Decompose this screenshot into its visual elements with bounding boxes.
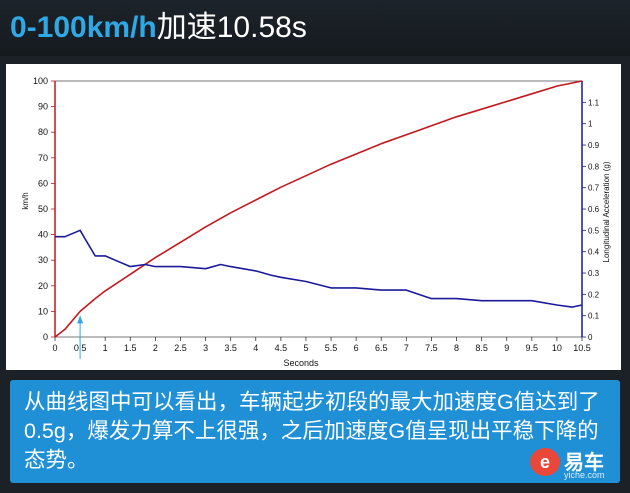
y-right-tick-label: 0: [588, 333, 593, 342]
x-tick-label: 5: [303, 343, 308, 353]
axes-layer: 0 0.5 1 1.5 2 2.5 3 3.5 4 4.5 5 5.5 6 6.5 7 7.5 8 8.5 9 9.5…: [33, 76, 600, 353]
y-left-tick-label: 30: [38, 255, 48, 265]
logo-mark-icon: e: [530, 448, 560, 476]
y-left-tick-label: 60: [38, 178, 48, 188]
title-main: 0-100km/h: [10, 11, 157, 44]
x-tick-label: 1: [103, 343, 108, 353]
y-left-tick-label: 0: [43, 332, 48, 342]
chart-panel: 0 0.5 1 1.5 2 2.5 3 3.5 4 4.5 5 5.5 6 6.5 7 7.5 8 8.5 9 9.5…: [6, 64, 621, 370]
y-right-tick-label: 0.4: [588, 248, 600, 257]
x-tick-label: 8.5: [475, 343, 488, 353]
y-right-tick-label: 0.8: [588, 162, 600, 171]
x-tick-label: 5.5: [325, 343, 338, 353]
x-tick-label: 6: [354, 343, 359, 353]
acceleration-chart: 0 0.5 1 1.5 2 2.5 3 3.5 4 4.5 5 5.5 6 6.5 7 7.5 8 8.5 9 9.5…: [21, 76, 611, 368]
y-left-tick-label: 40: [38, 230, 48, 240]
y-left-tick-label: 70: [38, 153, 48, 163]
y-left-tick-label: 10: [38, 306, 48, 316]
x-tick-label: 9.5: [526, 343, 539, 353]
y-right-tick-label: 0.2: [588, 290, 600, 299]
header-bar: 0-100km/h加速10.58s: [0, 0, 630, 56]
x-tick-label: 7.5: [425, 343, 438, 353]
y-right-tick-label: 1: [588, 120, 593, 129]
x-tick-label: 9: [504, 343, 509, 353]
y-left-tick-label: 20: [38, 281, 48, 291]
y-left-tick-label: 50: [38, 204, 48, 214]
x-tick-label: 3: [203, 343, 208, 353]
y-right-axis-label: Longitudinal Acceleration (g): [602, 161, 611, 262]
x-tick-label: 6.5: [375, 343, 388, 353]
title-rest: 加速10.58s: [156, 11, 307, 44]
x-tick-label: 4: [253, 343, 258, 353]
logo-brand: 易车: [564, 452, 604, 474]
caption-box: 从曲线图中可以看出，车辆起步初段的最大加速度G值达到了0.5g，爆发力算不上很强…: [10, 380, 620, 483]
series-layer: [54, 80, 583, 359]
x-tick-label: 2.5: [174, 343, 187, 353]
yiche-logo: e 易车 yiche.com: [530, 446, 622, 482]
x-tick-label: 0: [52, 343, 57, 353]
y-right-tick-label: 0.9: [588, 141, 600, 150]
x-tick-label: 10.5: [573, 343, 591, 353]
page-title: 0-100km/h加速10.58s: [10, 6, 307, 50]
y-right-tick-label: 1.1: [588, 98, 600, 107]
y-left-axis-label: km/h: [21, 192, 30, 209]
x-tick-label: 7: [404, 343, 409, 353]
x-tick-label: 8: [454, 343, 459, 353]
y-left-tick-label: 90: [38, 102, 48, 112]
y-right-tick-label: 0.3: [588, 269, 600, 278]
caption-text: 从曲线图中可以看出，车辆起步初段的最大加速度G值达到了0.5g，爆发力算不上很强…: [24, 390, 600, 472]
x-axis-label: Seconds: [283, 358, 319, 368]
y-right-tick-label: 0.7: [588, 184, 600, 193]
y-right-tick-label: 0.5: [588, 226, 600, 235]
x-tick-label: 4.5: [275, 343, 288, 353]
x-tick-label: 2: [153, 343, 158, 353]
x-tick-label: 10: [552, 343, 562, 353]
y-right-tick-label: 0.1: [588, 312, 600, 321]
logo-url: yiche.com: [564, 470, 605, 480]
y-left-tick-label: 100: [33, 76, 48, 86]
x-tick-label: 1.5: [124, 343, 137, 353]
y-left-tick-label: 80: [38, 127, 48, 137]
plot-frame: [54, 80, 583, 338]
acceleration-series-line: [55, 229, 583, 308]
speed-series-line: [54, 80, 583, 338]
x-tick-label: 3.5: [224, 343, 237, 353]
marker-arrow-head-icon: [77, 315, 84, 324]
y-right-tick-label: 0.6: [588, 205, 600, 214]
